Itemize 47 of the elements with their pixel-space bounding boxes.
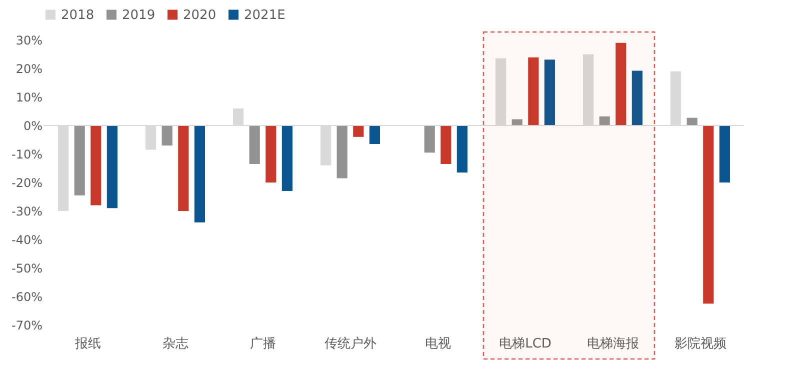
y-tick-label: -50%: [11, 262, 42, 276]
bar: [512, 119, 522, 126]
y-tick-label: 30%: [16, 34, 42, 48]
bar: [456, 126, 468, 173]
bar: [178, 126, 189, 211]
y-tick-label: 20%: [16, 62, 42, 76]
x-tick-label: 电梯海报: [586, 336, 639, 352]
bar: [266, 126, 276, 182]
bar: [686, 118, 698, 126]
x-tick-label: 影院视频: [674, 336, 726, 352]
y-tick-label: 10%: [16, 90, 42, 104]
x-tick-label: 广播: [250, 336, 276, 352]
x-tick-label: 报纸: [74, 336, 101, 352]
bar: [106, 126, 118, 208]
y-tick-label: 0%: [23, 119, 42, 133]
x-tick-label: 杂志: [162, 336, 188, 352]
bar: [719, 126, 730, 182]
bar: [528, 57, 539, 126]
y-tick-label: -40%: [11, 233, 42, 247]
bar: [353, 126, 364, 137]
legend-label: 2018: [61, 8, 94, 23]
bar: [440, 126, 452, 164]
bar: [162, 126, 172, 146]
bar: [74, 126, 85, 196]
bar: [336, 126, 348, 178]
x-tick-label: 传统户外: [324, 336, 376, 352]
bar: [369, 126, 380, 144]
legend-label: 2021E: [244, 8, 286, 23]
x-tick-label: 电梯LCD: [499, 336, 552, 352]
bar: [599, 116, 610, 126]
bar: [544, 60, 555, 126]
y-tick-label: -60%: [11, 290, 42, 304]
y-tick-label: -70%: [11, 318, 42, 332]
x-tick-label: 电视: [424, 336, 451, 352]
bar: [249, 126, 260, 164]
legend-label: 2020: [183, 8, 216, 23]
y-tick-label: -20%: [11, 176, 42, 190]
bar: [703, 126, 714, 304]
bar: [194, 126, 205, 222]
bar: [424, 126, 435, 153]
y-tick-label: -10%: [11, 148, 42, 162]
legend-label: 2019: [122, 8, 156, 23]
y-tick-label: -30%: [11, 204, 42, 218]
bar: [616, 42, 626, 126]
bar: [282, 126, 292, 192]
bar: [632, 70, 642, 126]
bar: [90, 126, 102, 206]
